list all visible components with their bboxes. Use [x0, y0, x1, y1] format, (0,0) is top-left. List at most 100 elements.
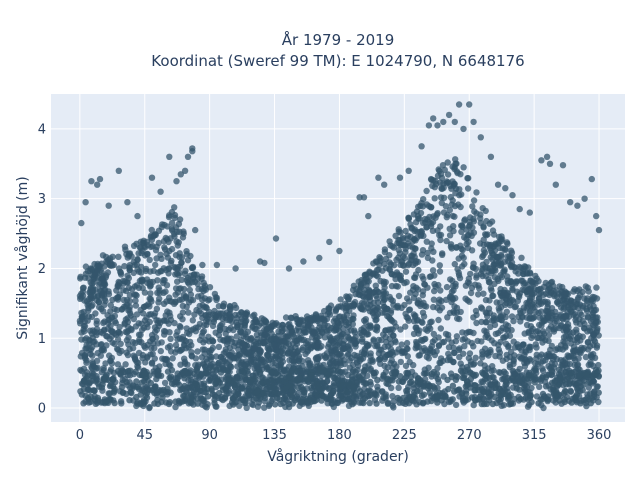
scatter-point [497, 262, 505, 269]
scatter-point [386, 259, 393, 266]
scatter-point [366, 308, 374, 315]
scatter-point [125, 334, 132, 341]
scatter-point [181, 360, 189, 367]
scatter-point [495, 254, 502, 261]
scatter-point [496, 369, 503, 376]
scatter-point [437, 194, 445, 201]
scatter-point [108, 327, 115, 334]
scatter-point [320, 366, 327, 374]
scatter-point [101, 301, 108, 309]
outlier-point [487, 153, 495, 160]
scatter-point [234, 321, 241, 329]
scatter-point [125, 327, 132, 335]
scatter-point [331, 374, 338, 382]
y-tick-label: 4 [38, 122, 46, 137]
scatter-point [562, 313, 569, 320]
scatter-point [213, 296, 220, 304]
scatter-point [562, 289, 570, 296]
scatter-point [181, 270, 189, 277]
scatter-point [341, 300, 349, 308]
scatter-point [466, 298, 473, 305]
scatter-point [100, 327, 108, 334]
scatter-point [386, 315, 394, 322]
scatter-point [145, 301, 152, 308]
scatter-point [580, 325, 588, 332]
scatter-point [410, 311, 418, 318]
scatter-point [308, 398, 315, 405]
scatter-point [437, 287, 444, 294]
scatter-point [243, 387, 250, 395]
scatter-point [288, 314, 295, 322]
outlier-point [316, 254, 323, 262]
scatter-point [397, 326, 404, 333]
outlier-point [94, 181, 101, 188]
scatter-point [414, 316, 421, 323]
scatter-point [568, 399, 575, 406]
scatter-point [526, 297, 534, 304]
scatter-point [142, 267, 150, 275]
scatter-point [87, 265, 95, 272]
scatter-point [147, 290, 154, 297]
scatter-point [498, 303, 505, 311]
scatter-point [500, 268, 507, 275]
scatter-point [157, 347, 164, 355]
scatter-point [281, 339, 288, 346]
scatter-point [518, 254, 525, 261]
scatter-point [361, 366, 368, 374]
scatter-point [132, 297, 139, 304]
scatter-point [121, 263, 128, 270]
scatter-point [364, 392, 371, 399]
outlier-point [434, 122, 441, 129]
scatter-point [464, 185, 472, 192]
scatter-point [261, 404, 268, 411]
scatter-point [402, 323, 409, 330]
scatter-point [490, 262, 497, 269]
scatter-point [130, 383, 137, 390]
scatter-point [147, 295, 154, 303]
scatter-point [122, 361, 129, 368]
scatter-point [363, 380, 370, 387]
scatter-point [570, 380, 578, 387]
scatter-point [202, 286, 209, 293]
scatter-point [299, 344, 307, 351]
scatter-point [321, 316, 328, 323]
scatter-point [150, 368, 157, 375]
scatter-point [437, 236, 444, 244]
scatter-point [343, 388, 350, 395]
scatter-point [284, 349, 291, 357]
x-tick-label: 360 [587, 428, 612, 443]
scatter-point [87, 286, 94, 293]
scatter-point [289, 400, 296, 407]
scatter-point [333, 317, 340, 325]
scatter-point [482, 333, 489, 341]
scatter-point [337, 296, 344, 303]
scatter-point [260, 334, 268, 341]
scatter-point [489, 400, 496, 408]
outlier-point [199, 261, 206, 269]
scatter-point [345, 334, 353, 342]
scatter-point [435, 316, 442, 324]
scatter-point [578, 311, 585, 319]
scatter-point [449, 212, 456, 220]
scatter-point [106, 352, 113, 359]
scatter-point [161, 317, 168, 324]
outlier-point [509, 192, 516, 199]
scatter-point [463, 329, 470, 337]
scatter-point [162, 328, 169, 335]
scatter-point [467, 358, 474, 365]
scatter-point [451, 164, 458, 171]
scatter-point [497, 327, 504, 334]
scatter-point [581, 295, 588, 302]
scatter-point [527, 314, 534, 322]
scatter-point [446, 206, 453, 214]
scatter-point [117, 330, 124, 337]
scatter-point [352, 333, 359, 341]
scatter-point [295, 390, 302, 397]
scatter-point [137, 391, 144, 398]
scatter-point [348, 376, 356, 384]
scatter-point [586, 303, 593, 310]
scatter-point [174, 370, 181, 377]
scatter-point [256, 368, 264, 376]
scatter-point [111, 312, 119, 320]
scatter-point [80, 400, 87, 407]
